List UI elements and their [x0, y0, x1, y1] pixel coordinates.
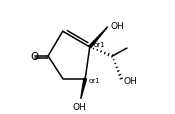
Text: OH: OH	[73, 102, 86, 111]
Polygon shape	[89, 27, 108, 48]
Text: OH: OH	[124, 77, 137, 86]
Text: or1: or1	[89, 77, 100, 83]
Text: or1: or1	[93, 41, 105, 47]
Text: O: O	[30, 52, 38, 61]
Text: OH: OH	[110, 22, 124, 31]
Polygon shape	[81, 79, 87, 99]
